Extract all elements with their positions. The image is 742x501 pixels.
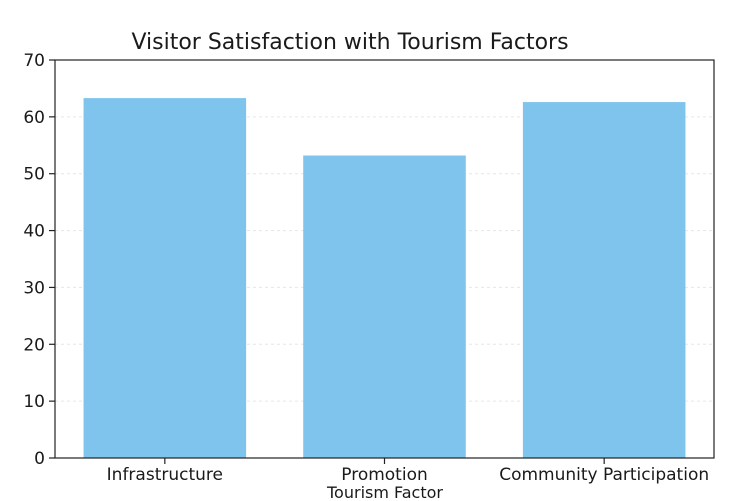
x-axis-ticks: Infrastructure Promotion Community Partici… [107, 458, 709, 485]
x-tick-label: Infrastructure [107, 465, 223, 485]
bars [83, 98, 686, 459]
y-tick-label: 70 [23, 51, 45, 71]
y-tick-label: 60 [23, 108, 45, 128]
y-tick-label: 30 [23, 278, 45, 298]
bar [303, 155, 466, 458]
chart-title: Visitor Satisfaction with Tourism Factor… [131, 30, 568, 55]
x-tick-label: Promotion [341, 465, 428, 485]
y-tick-label: 20 [23, 335, 45, 355]
x-tick-label: Community Participation [499, 465, 709, 485]
y-tick-label: 40 [23, 222, 45, 242]
y-tick-label: 50 [23, 165, 45, 185]
y-tick-label: 10 [23, 392, 45, 412]
y-tick-label: 0 [34, 449, 45, 469]
bar [83, 98, 247, 458]
x-axis-label: Tourism Factor [326, 483, 443, 501]
bar [522, 102, 686, 459]
y-axis-ticks: 0 10 20 30 40 50 60 70 [23, 51, 55, 469]
